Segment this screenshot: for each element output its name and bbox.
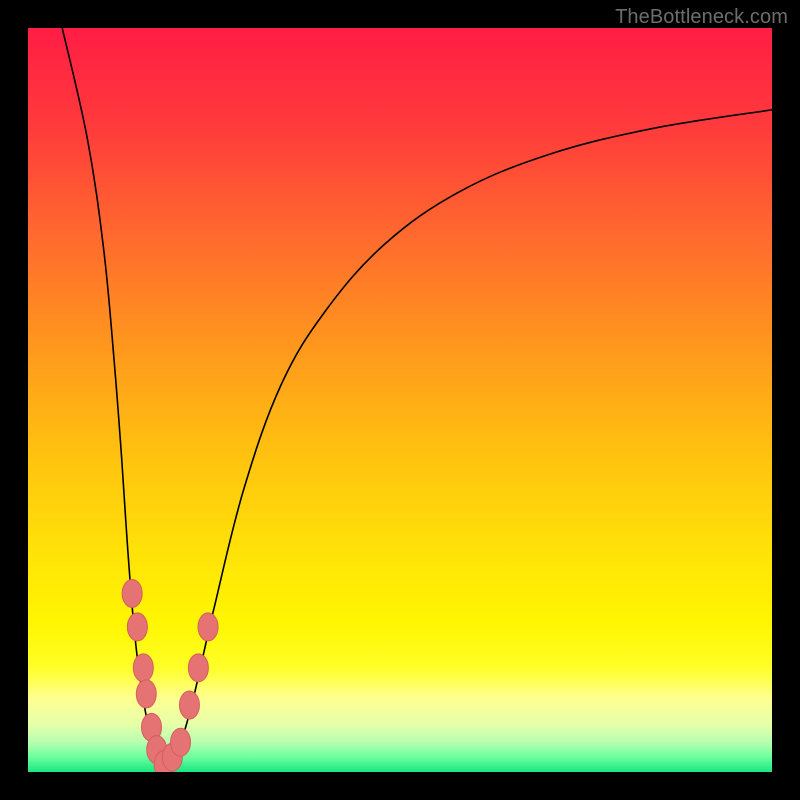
data-marker	[198, 613, 218, 641]
data-marker	[171, 728, 191, 756]
watermark-text: TheBottleneck.com	[615, 6, 788, 29]
data-marker	[188, 654, 208, 682]
data-marker	[179, 691, 199, 719]
plot-svg	[28, 28, 772, 772]
plot-area	[28, 28, 772, 772]
data-marker	[122, 579, 142, 607]
data-marker	[127, 613, 147, 641]
data-marker	[133, 654, 153, 682]
data-marker	[136, 680, 156, 708]
chart-container: TheBottleneck.com	[0, 0, 800, 800]
